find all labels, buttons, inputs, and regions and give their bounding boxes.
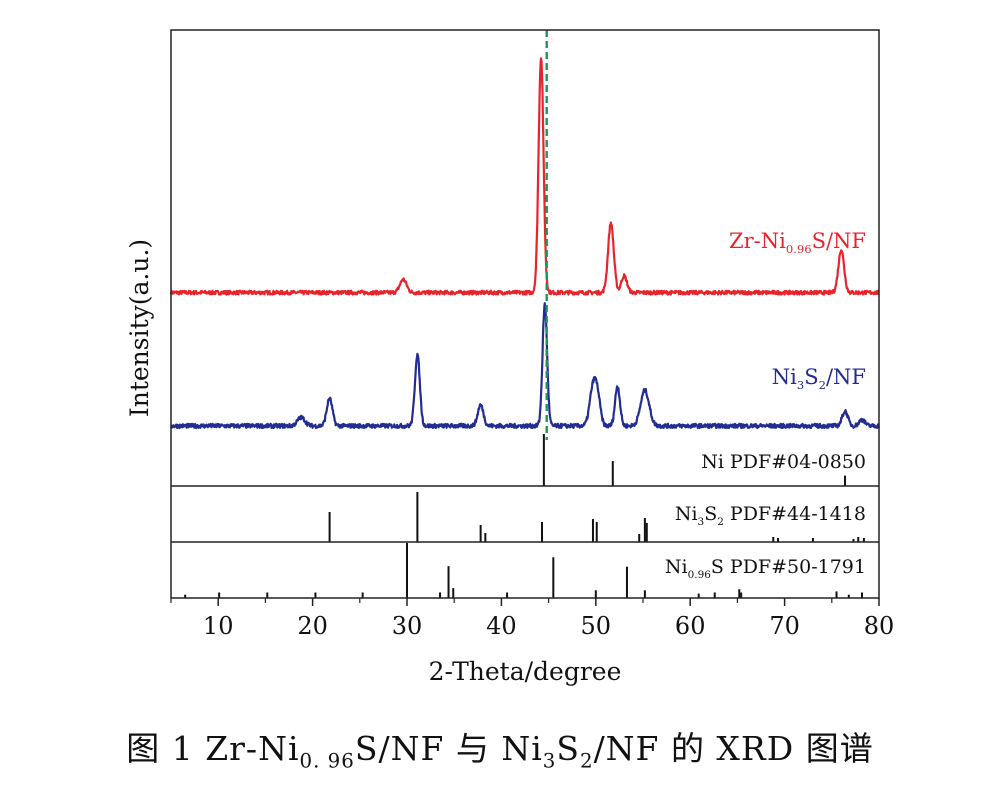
caption-prefix: 图 1 Zr-Ni xyxy=(126,729,300,768)
x-tick-label: 80 xyxy=(864,612,895,640)
x-tick-label: 60 xyxy=(675,612,706,640)
series-line-0 xyxy=(169,57,880,296)
series-label-ni3s2: Ni3S2/NF xyxy=(772,365,866,392)
caption-sub3: 2 xyxy=(579,749,594,773)
caption-sub1: 0. 96 xyxy=(299,749,355,773)
caption-suffix: /NF 的 XRD 图谱 xyxy=(593,729,874,768)
figure-caption: 图 1 Zr-Ni0. 96S/NF 与 Ni3S2/NF 的 XRD 图谱 xyxy=(0,722,1000,773)
series-label-zr-ni096s: Zr-Ni0.96S/NF xyxy=(729,229,866,256)
x-tick-label: 40 xyxy=(486,612,517,640)
x-tick-label: 30 xyxy=(392,612,423,640)
x-tick-label: 20 xyxy=(297,612,328,640)
reference-label-1: Ni3S2 PDF#44-1418 xyxy=(675,503,866,528)
plot-area: 10 20 30 40 50 60 70 80 2-Theta/degree Intensity(… xyxy=(125,29,895,686)
plot-frame xyxy=(170,29,880,599)
x-tick-label: 70 xyxy=(769,612,800,640)
series-line-1 xyxy=(170,302,881,430)
caption-part2: S/NF 与 Ni xyxy=(354,729,543,768)
reference-label-2: Ni0.96S PDF#50-1791 xyxy=(665,556,866,581)
x-tick-label: 50 xyxy=(581,612,612,640)
y-axis-title: Intensity(a.u.) xyxy=(125,239,154,417)
reference-label-0: Ni PDF#04-0850 xyxy=(701,451,866,473)
caption-sub2: 3 xyxy=(542,749,557,773)
caption-part3: S xyxy=(556,729,580,768)
x-tick-label: 10 xyxy=(203,612,234,640)
x-axis-title: 2-Theta/degree xyxy=(429,657,622,686)
